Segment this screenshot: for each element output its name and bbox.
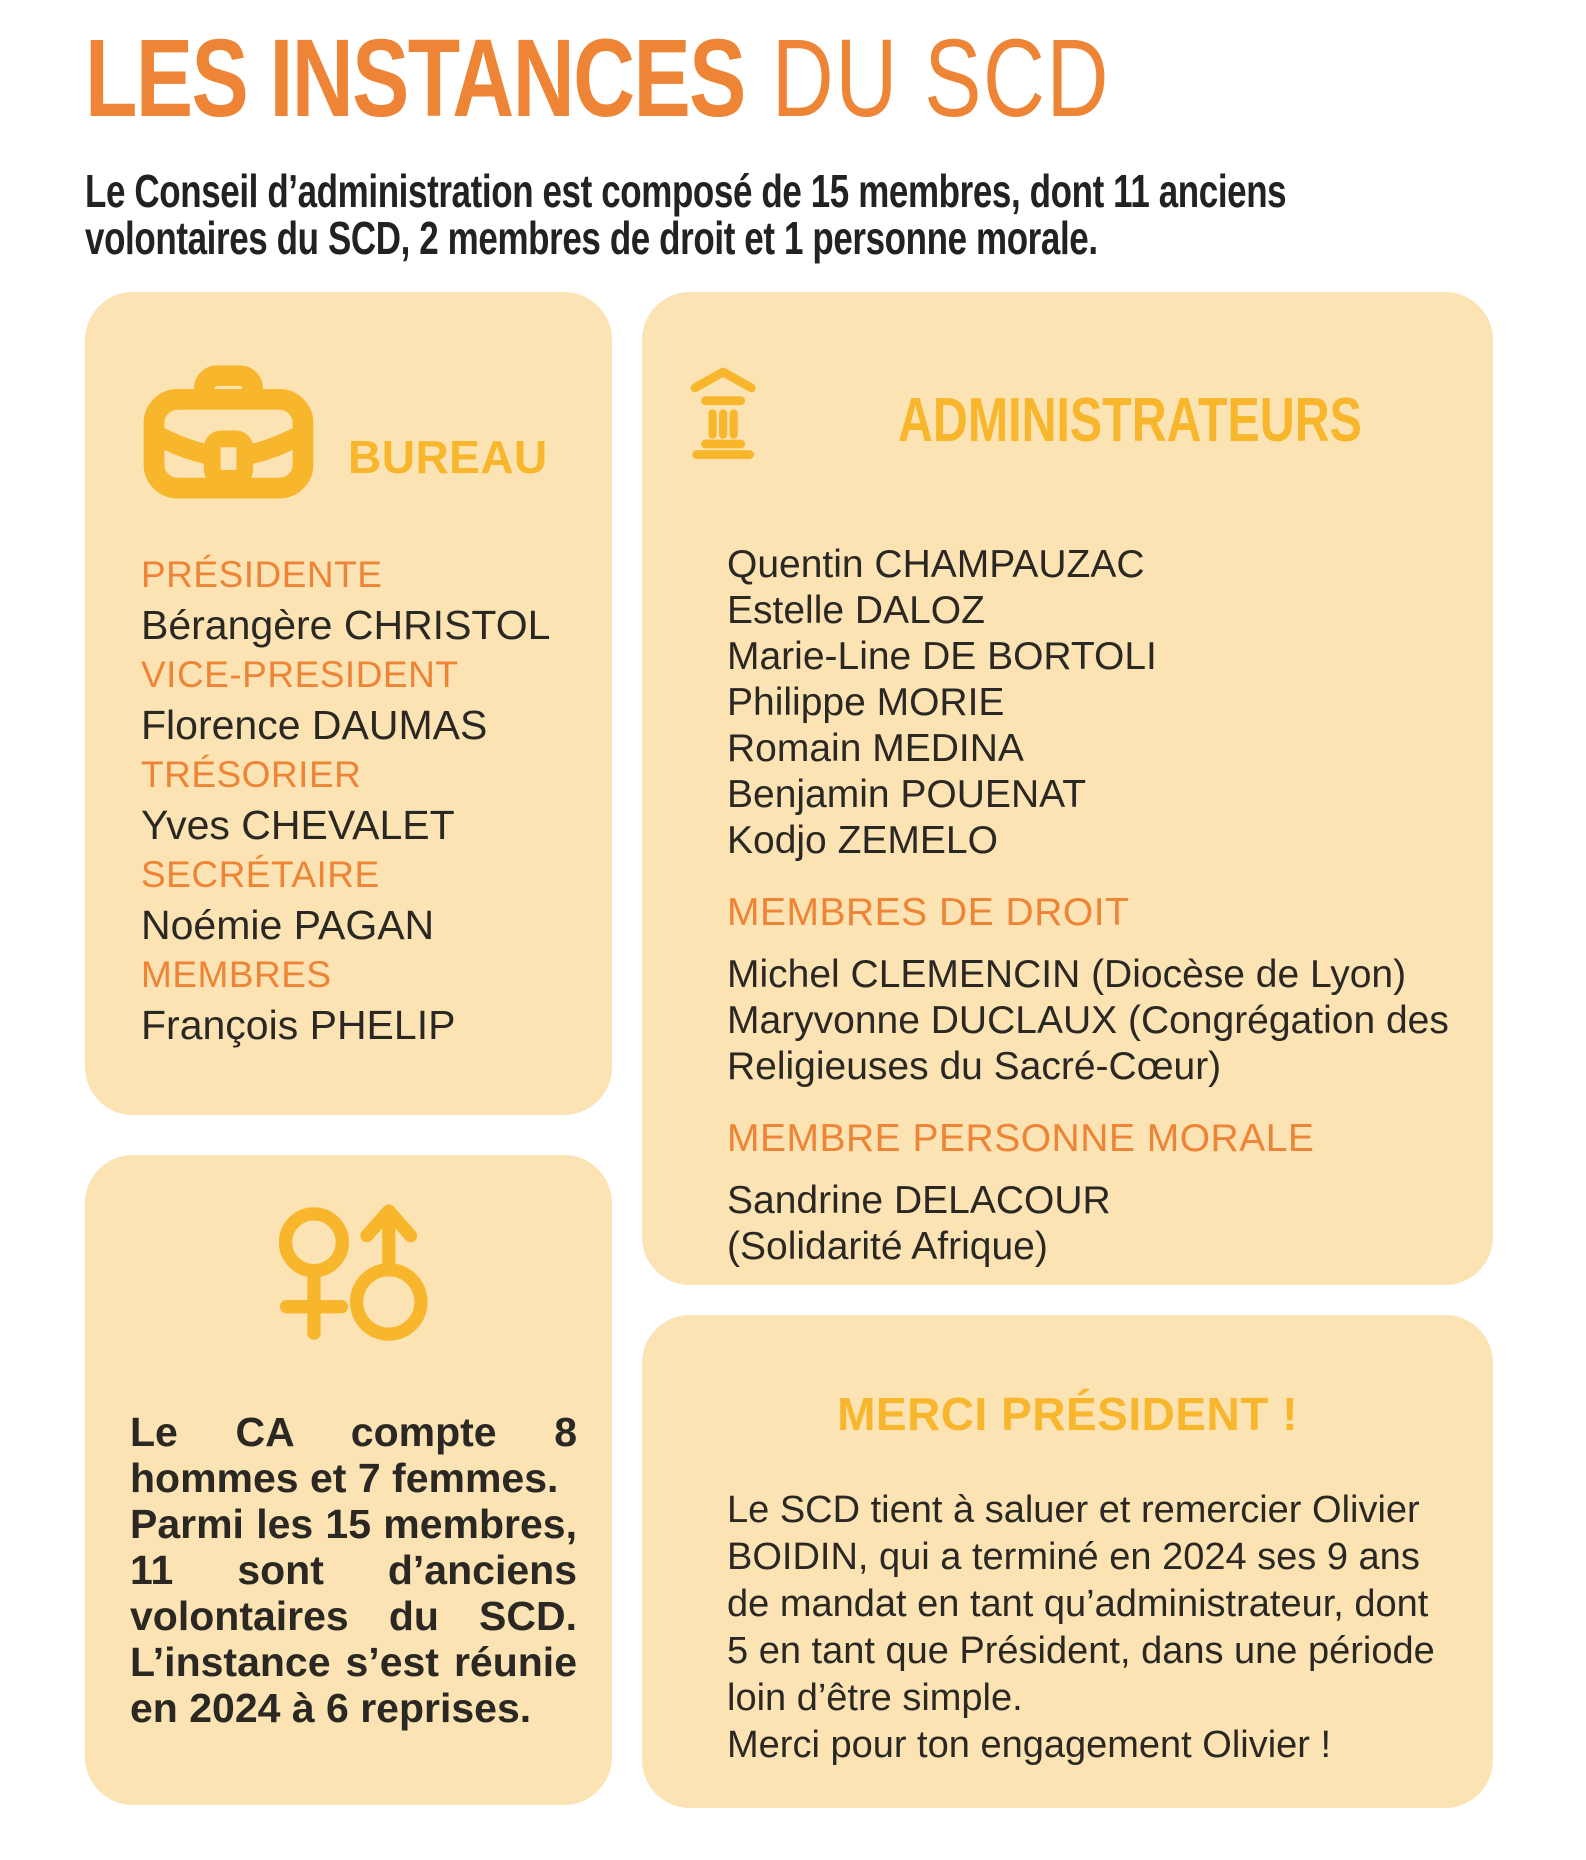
merci-paragraph: Merci pour ton engagement Olivier ! (727, 1724, 1332, 1766)
personne-morale-list: Sandrine DELACOUR (Solidarité Afrique) (727, 1178, 1477, 1270)
membre-de-droit-name: Maryvonne DUCLAUX (Congrégation des Reli… (727, 999, 1449, 1088)
administrateurs-card-title: ADMINISTRATEURS (898, 385, 1363, 455)
membres-de-droit-heading: MEMBRES DE DROIT (727, 891, 1130, 934)
member-name: Benjamin POUENAT (727, 773, 1087, 816)
role-name: Florence DAUMAS (141, 702, 488, 748)
member-name: Philippe MORIE (727, 681, 1005, 724)
parity-paragraph: Le CA compte 8 hommes et 7 femmes. (130, 1409, 577, 1501)
membre-de-droit-name: Michel CLEMENCIN (Diocèse de Lyon) (727, 953, 1407, 996)
role-label: TRÉSORIER (141, 754, 362, 795)
role-label: MEMBRES (141, 954, 332, 995)
member-name: Kodjo ZEMELO (727, 819, 998, 862)
merci-paragraph: Le SCD tient à saluer et remercier Olivi… (727, 1489, 1435, 1719)
female-symbol-icon (278, 1207, 349, 1340)
role-name: Yves CHEVALET (141, 802, 455, 848)
bureau-role-item: TRÉSORIER Yves CHEVALET (141, 750, 582, 850)
parity-card: Le CA compte 8 hommes et 7 femmes. Parmi … (85, 1155, 612, 1805)
merci-text: Le SCD tient à saluer et remercier Olivi… (727, 1487, 1447, 1769)
role-label: PRÉSIDENTE (141, 554, 383, 595)
member-name: Romain MEDINA (727, 727, 1024, 770)
bureau-role-item: PRÉSIDENTE Bérangère CHRISTOL (141, 550, 582, 650)
male-symbol-icon (349, 1204, 428, 1341)
intro-paragraph: Le Conseil d’administration est composé … (85, 165, 1287, 264)
member-name: Marie-Line DE BORTOLI (727, 635, 1157, 678)
parity-text: Le CA compte 8 hommes et 7 femmes. Parmi … (85, 1409, 612, 1731)
title-primary-text: LES INSTANCES (85, 17, 746, 140)
role-name: François PHELIP (141, 1002, 456, 1048)
merci-card: MERCI PRÉSIDENT ! Le SCD tient à saluer … (642, 1315, 1493, 1808)
bureau-card-header: BUREAU (85, 292, 612, 500)
merci-card-title: MERCI PRÉSIDENT ! (837, 1388, 1298, 1440)
bank-icon (690, 367, 756, 459)
role-name: Bérangère CHRISTOL (141, 602, 551, 648)
member-name: Quentin CHAMPAUZAC (727, 543, 1145, 586)
bureau-card-title: BUREAU (348, 431, 548, 483)
role-label: VICE-PRESIDENT (141, 654, 459, 695)
page-title: LES INSTANCES DU SCD (85, 18, 1110, 139)
member-name: Estelle DALOZ (727, 589, 985, 632)
bureau-role-item: SECRÉTAIRE Noémie PAGAN (141, 850, 582, 950)
title-secondary-text: DU SCD (771, 17, 1111, 140)
gender-symbols-icon (278, 1204, 428, 1341)
membres-de-droit-list: Michel CLEMENCIN (Diocèse de Lyon) Maryvo… (727, 952, 1477, 1090)
administrateurs-members-list: Quentin CHAMPAUZAC Estelle DALOZ Marie-Lin… (727, 542, 1477, 864)
personne-morale-heading: MEMBRE PERSONNE MORALE (727, 1117, 1315, 1160)
personne-morale-line: Sandrine DELACOUR (727, 1179, 1111, 1222)
personne-morale-line: (Solidarité Afrique) (727, 1225, 1048, 1268)
bureau-role-item: MEMBRES François PHELIP (141, 950, 582, 1050)
briefcase-icon (143, 365, 314, 499)
parity-paragraph: Parmi les 15 membres, 11 sont d’anciens … (130, 1501, 577, 1731)
bureau-roles-list: PRÉSIDENTE Bérangère CHRISTOL VICE-PRESI… (141, 550, 582, 1050)
role-name: Noémie PAGAN (141, 902, 435, 948)
role-label: SECRÉTAIRE (141, 854, 380, 895)
bureau-card: BUREAU PRÉSIDENTE Bérangère CHRISTOL VIC… (85, 292, 612, 1115)
administrateurs-card: ADMINISTRATEURS Quentin CHAMPAUZAC Estell… (642, 292, 1493, 1285)
administrateurs-card-header: ADMINISTRATEURS (642, 292, 1493, 492)
bureau-role-item: VICE-PRESIDENT Florence DAUMAS (141, 650, 582, 750)
